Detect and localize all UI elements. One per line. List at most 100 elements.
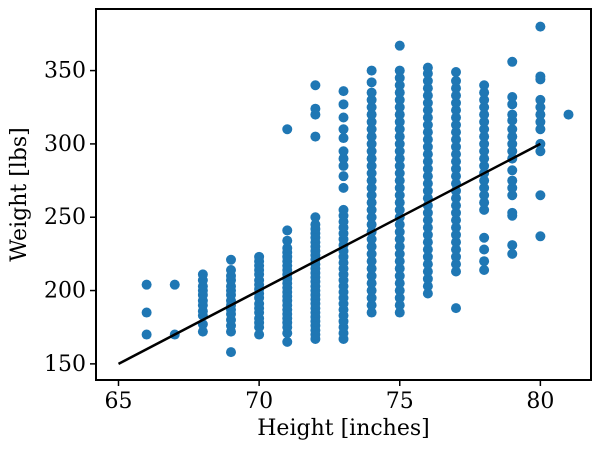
data-point	[451, 90, 461, 101]
data-point	[422, 229, 433, 240]
data-point	[507, 138, 518, 149]
data-point	[141, 307, 152, 318]
data-point	[451, 222, 461, 233]
data-point	[479, 124, 490, 135]
data-point	[422, 266, 433, 277]
data-point	[451, 237, 461, 248]
data-point	[507, 207, 518, 218]
data-point	[479, 146, 490, 157]
data-point	[366, 263, 377, 274]
data-point	[366, 138, 377, 149]
data-point	[479, 204, 490, 215]
data-point	[479, 175, 490, 186]
data-point	[507, 56, 518, 67]
data-point	[394, 270, 405, 281]
data-point	[394, 102, 405, 113]
data-point	[141, 279, 152, 290]
data-point	[422, 62, 433, 73]
data-point	[366, 124, 377, 135]
data-point	[366, 219, 377, 230]
x-tick-label: 70	[245, 389, 273, 414]
data-point	[394, 219, 405, 230]
data-point	[310, 103, 321, 114]
data-point	[338, 182, 349, 193]
data-point	[563, 109, 574, 120]
data-point	[394, 87, 405, 98]
data-point	[141, 329, 152, 340]
data-point	[394, 72, 405, 83]
x-axis-label: Height [inches]	[257, 416, 430, 441]
data-point	[422, 178, 433, 189]
data-point	[366, 94, 377, 105]
data-point	[451, 119, 461, 130]
data-point	[535, 138, 546, 149]
data-point	[338, 112, 349, 123]
data-point	[338, 171, 349, 182]
data-point	[451, 127, 461, 138]
data-point	[451, 207, 461, 218]
data-point	[422, 251, 433, 262]
data-point	[366, 160, 377, 171]
data-point	[282, 225, 293, 236]
data-point	[422, 141, 433, 152]
data-point	[479, 87, 490, 98]
data-point	[535, 231, 546, 242]
data-point	[394, 40, 405, 51]
data-point	[422, 207, 433, 218]
data-point	[422, 105, 433, 116]
data-point	[366, 153, 377, 164]
data-point	[338, 133, 349, 144]
data-point	[451, 163, 461, 174]
data-point	[310, 212, 321, 223]
data-point	[366, 234, 377, 245]
data-point	[366, 131, 377, 142]
data-point	[479, 94, 490, 105]
data-point	[394, 109, 405, 120]
data-point	[366, 278, 377, 289]
data-point	[366, 182, 377, 193]
data-point	[254, 251, 265, 262]
data-point	[394, 263, 405, 274]
data-point	[394, 234, 405, 245]
data-point	[394, 146, 405, 157]
data-point	[366, 65, 377, 76]
data-point	[366, 168, 377, 179]
data-point	[422, 281, 433, 292]
data-point	[394, 182, 405, 193]
data-point	[338, 86, 349, 97]
data-point	[451, 200, 461, 211]
data-point	[338, 146, 349, 157]
data-point	[310, 131, 321, 142]
data-point	[479, 116, 490, 127]
data-point	[422, 119, 433, 130]
data-point	[479, 256, 490, 267]
data-point	[169, 279, 180, 290]
data-point	[535, 21, 546, 32]
data-point	[422, 163, 433, 174]
data-point	[451, 83, 461, 94]
data-point	[451, 149, 461, 160]
data-point	[535, 190, 546, 201]
data-point	[507, 91, 518, 102]
x-tick-label: 65	[105, 389, 133, 414]
data-point	[394, 278, 405, 289]
data-point	[451, 193, 461, 204]
data-point	[394, 160, 405, 171]
data-point	[366, 175, 377, 186]
data-point	[366, 146, 377, 157]
data-point	[422, 215, 433, 226]
data-point	[394, 248, 405, 259]
data-point	[479, 244, 490, 255]
data-point	[535, 109, 546, 120]
data-point	[226, 254, 236, 265]
data-point	[507, 99, 518, 110]
data-point	[422, 127, 433, 138]
data-point	[422, 222, 433, 233]
points-layer	[141, 21, 574, 358]
fit-line	[117, 142, 541, 365]
data-point	[366, 204, 377, 215]
data-point	[282, 235, 293, 246]
data-point	[422, 75, 433, 86]
data-point	[422, 83, 433, 94]
